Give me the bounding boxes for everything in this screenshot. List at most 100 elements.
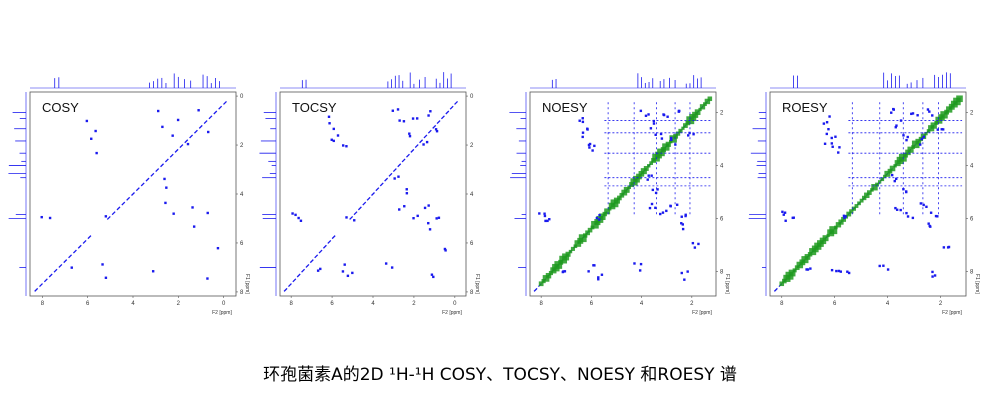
cross-peak xyxy=(412,217,415,220)
diagonal-peak xyxy=(198,124,203,129)
cross-peak xyxy=(316,269,320,272)
cross-peak xyxy=(666,115,669,118)
cross-peak xyxy=(675,203,679,206)
diagonal-peak xyxy=(432,124,437,129)
cross-peak xyxy=(791,216,794,220)
cross-peak xyxy=(919,202,923,205)
negative-peak xyxy=(854,204,859,208)
cross-peak xyxy=(688,131,691,135)
cross-peak xyxy=(581,120,585,124)
cross-peak xyxy=(936,128,939,131)
cross-peak xyxy=(890,173,894,177)
cross-peak xyxy=(172,212,175,215)
cross-peak xyxy=(895,177,898,181)
cross-peak xyxy=(931,275,934,278)
cross-peak xyxy=(428,228,432,231)
f2-tick-label: 4 xyxy=(886,301,890,307)
cross-peak xyxy=(403,205,406,208)
cross-peak xyxy=(650,174,653,177)
cross-peak xyxy=(587,143,591,147)
cross-peak xyxy=(893,179,896,183)
cross-peak xyxy=(931,270,934,274)
negative-peak xyxy=(675,131,681,136)
cross-peak xyxy=(104,276,108,279)
f1-tick-label: 8 xyxy=(720,270,724,276)
f2-tick-label: 4 xyxy=(131,301,135,307)
negative-peak xyxy=(898,153,907,162)
diagonal-peak xyxy=(68,254,73,259)
cross-peak xyxy=(398,208,401,211)
cross-peak xyxy=(192,225,196,228)
cross-peak xyxy=(390,266,394,269)
cross-peak xyxy=(697,242,700,246)
f1-projection xyxy=(259,92,277,296)
cross-peak xyxy=(206,277,209,280)
cross-peak xyxy=(659,212,662,216)
f2-tick-label: 4 xyxy=(371,301,375,307)
negative-peak xyxy=(822,235,829,242)
plot-frame xyxy=(529,91,717,297)
negative-peak xyxy=(662,143,670,151)
negative-diagonal xyxy=(779,95,963,287)
diagonal-peak xyxy=(203,120,208,125)
cross-peak xyxy=(544,219,547,223)
negative-peak xyxy=(915,138,922,145)
cross-peak xyxy=(681,227,685,231)
cross-peak xyxy=(902,134,905,137)
cross-peak xyxy=(831,145,834,148)
cross-peak xyxy=(408,134,412,138)
cross-peak xyxy=(830,136,833,140)
f1-tick-label: 8 xyxy=(970,270,974,276)
negative-peak xyxy=(779,281,785,287)
cross-peak xyxy=(844,215,847,218)
negative-peak xyxy=(683,123,688,128)
cross-peak xyxy=(384,262,388,265)
cross-peak xyxy=(784,219,787,222)
diagonal-peak xyxy=(773,287,778,292)
negative-peak xyxy=(838,219,844,225)
cross-peak xyxy=(299,219,303,222)
cross-peak xyxy=(647,174,650,177)
cross-peaks xyxy=(781,107,951,278)
diagonal-peaks xyxy=(283,100,459,292)
f1-projection xyxy=(509,92,527,296)
negative-peak xyxy=(545,272,552,279)
cross-peak xyxy=(649,127,653,130)
f1-axis-label: F1 [ppm] xyxy=(724,274,730,294)
f1-tick-label: 6 xyxy=(470,241,474,247)
negative-peak xyxy=(877,180,882,184)
cross-peak xyxy=(906,215,910,218)
cross-peak xyxy=(104,215,108,218)
cross-peak xyxy=(837,151,840,154)
cross-peak xyxy=(906,135,909,139)
negative-peak xyxy=(627,185,631,190)
negative-peak xyxy=(875,182,880,187)
cross-peak xyxy=(633,262,636,265)
diagonal-peak xyxy=(301,268,306,273)
cross-peaks xyxy=(291,108,447,279)
cross-peak xyxy=(929,211,933,214)
cross-peak xyxy=(393,177,396,180)
cross-peak xyxy=(94,129,97,133)
cross-peak xyxy=(843,216,846,219)
cross-peak xyxy=(878,264,881,268)
cross-peak xyxy=(899,208,902,212)
cross-peak xyxy=(85,119,89,123)
negative-peak xyxy=(578,234,587,243)
cross-peak xyxy=(561,270,565,274)
cross-peak xyxy=(652,122,656,125)
diagonal-peak xyxy=(131,192,135,196)
f1-tick-label: 4 xyxy=(240,192,244,198)
cross-peak xyxy=(905,138,908,142)
cross-peak xyxy=(837,269,841,273)
cross-peak xyxy=(397,175,400,178)
f1-axis-label: F1 [ppm] xyxy=(474,274,480,294)
diagonal-peak xyxy=(213,110,218,115)
diagonal-peak xyxy=(155,168,160,172)
f2-axis-label: F2 [ppm] xyxy=(692,310,712,316)
diagonal-peak xyxy=(58,263,63,268)
cross-peak xyxy=(206,211,209,215)
f2-tick-label: 2 xyxy=(177,301,181,307)
diagonal-peak xyxy=(292,278,297,283)
